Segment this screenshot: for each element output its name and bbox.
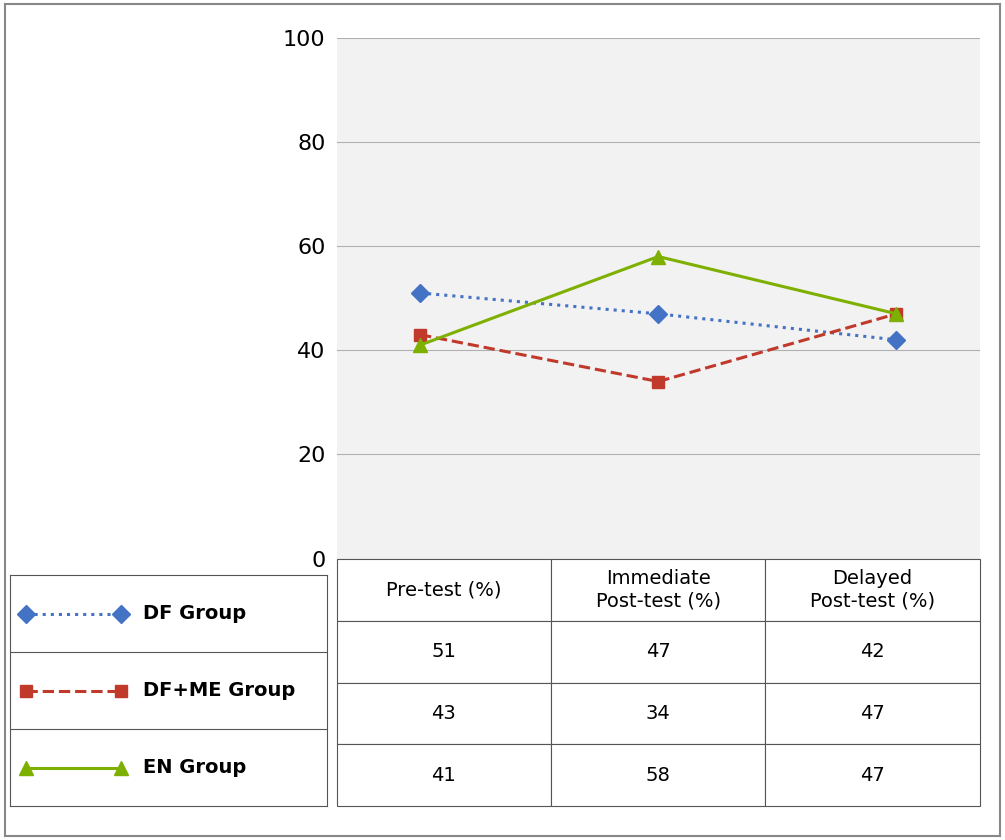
Text: 58: 58: [646, 766, 670, 785]
Text: Pre-test (%): Pre-test (%): [386, 580, 501, 599]
FancyBboxPatch shape: [337, 559, 551, 621]
FancyBboxPatch shape: [551, 559, 766, 621]
FancyBboxPatch shape: [551, 682, 766, 744]
Text: 47: 47: [646, 642, 670, 661]
Text: 47: 47: [860, 766, 885, 785]
Text: DF+ME Group: DF+ME Group: [143, 681, 295, 701]
Text: 34: 34: [646, 704, 670, 723]
Text: 47: 47: [860, 704, 885, 723]
FancyBboxPatch shape: [337, 621, 551, 682]
Point: [115, 609, 127, 619]
Text: Delayed
Post-test (%): Delayed Post-test (%): [810, 569, 936, 610]
FancyBboxPatch shape: [766, 559, 980, 621]
Point: [115, 763, 127, 773]
Point: [20, 685, 32, 696]
FancyBboxPatch shape: [766, 682, 980, 744]
Line: 2 pts: 2 pts: [20, 685, 127, 697]
Line: 2 pts: 2 pts: [20, 607, 127, 620]
FancyBboxPatch shape: [766, 621, 980, 682]
Text: EN Group: EN Group: [143, 759, 246, 777]
Point: [115, 685, 127, 696]
Text: DF Group: DF Group: [143, 605, 246, 623]
FancyBboxPatch shape: [337, 744, 551, 806]
FancyBboxPatch shape: [766, 744, 980, 806]
Text: 41: 41: [431, 766, 456, 785]
FancyBboxPatch shape: [551, 744, 766, 806]
Text: 43: 43: [431, 704, 456, 723]
Text: Immediate
Post-test (%): Immediate Post-test (%): [596, 569, 721, 610]
Text: 51: 51: [431, 642, 456, 661]
Text: 42: 42: [860, 642, 885, 661]
Line: 2 pts: 2 pts: [19, 761, 128, 774]
FancyBboxPatch shape: [337, 682, 551, 744]
Point: [20, 763, 32, 773]
Point: [20, 609, 32, 619]
FancyBboxPatch shape: [551, 621, 766, 682]
